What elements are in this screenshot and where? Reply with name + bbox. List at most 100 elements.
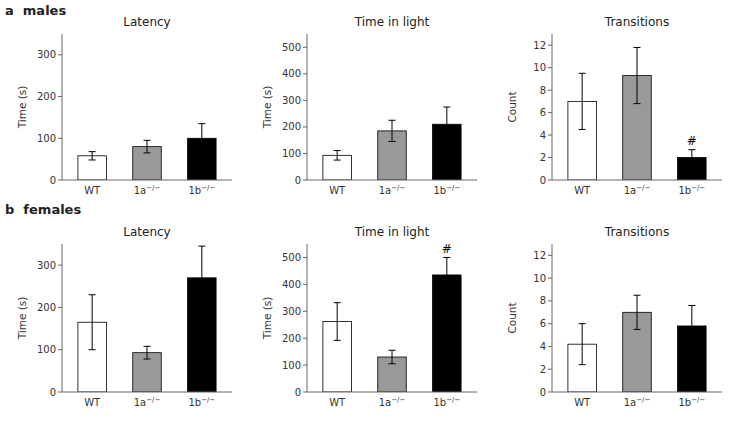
x-axis-line bbox=[62, 180, 232, 181]
bars bbox=[568, 295, 706, 392]
y-tick bbox=[303, 100, 307, 101]
y-tick bbox=[548, 255, 552, 256]
x-tick-label: 1a−/− bbox=[134, 184, 161, 196]
y-tick-label: 6 bbox=[540, 107, 546, 118]
error-cap bbox=[579, 129, 586, 130]
y-tick bbox=[303, 392, 307, 393]
y-tick bbox=[548, 67, 552, 68]
error-stem bbox=[92, 295, 93, 350]
panel-label: b females bbox=[5, 202, 81, 217]
y-tick bbox=[303, 365, 307, 366]
y-axis-label: Time (s) bbox=[261, 297, 273, 341]
y-tick-label: 0 bbox=[295, 175, 301, 186]
x-tick-label: WT bbox=[329, 185, 346, 196]
error-cap bbox=[443, 292, 450, 293]
y-tick bbox=[548, 90, 552, 91]
x-tick-label: 1b−/− bbox=[188, 396, 215, 408]
error-cap bbox=[334, 160, 341, 161]
y-tick-label: 400 bbox=[282, 279, 301, 290]
x-tick-label: WT bbox=[84, 397, 101, 408]
error-bar bbox=[144, 140, 151, 153]
error-bar bbox=[634, 295, 641, 329]
y-tick-label: 10 bbox=[533, 62, 546, 73]
y-tick bbox=[58, 138, 62, 139]
error-cap bbox=[198, 152, 205, 153]
error-bar bbox=[334, 151, 341, 161]
y-tick bbox=[303, 257, 307, 258]
x-tick-label: 1a−/− bbox=[379, 184, 406, 196]
y-tick bbox=[58, 349, 62, 350]
y-tick-label: 0 bbox=[540, 387, 546, 398]
error-bar bbox=[198, 246, 205, 309]
error-cap bbox=[389, 350, 396, 351]
y-tick bbox=[303, 153, 307, 154]
y-axis-label: Time (s) bbox=[261, 86, 273, 130]
y-tick bbox=[58, 96, 62, 97]
panel: Time in lightTime (s)0100200300400500WT1… bbox=[261, 15, 477, 196]
y-tick-label: 100 bbox=[37, 133, 56, 144]
title: Latency bbox=[123, 15, 170, 29]
error-cap bbox=[198, 309, 205, 310]
bars bbox=[78, 124, 216, 180]
y-tick-label: 500 bbox=[282, 252, 301, 263]
error-stem bbox=[392, 350, 393, 363]
error-bar bbox=[579, 324, 586, 365]
error-cap bbox=[334, 302, 341, 303]
error-bar bbox=[688, 305, 695, 346]
x-tick-label: 1b−/− bbox=[433, 184, 460, 196]
error-stem bbox=[637, 47, 638, 103]
y-tick bbox=[548, 278, 552, 279]
title: Latency bbox=[123, 225, 170, 239]
y-tick bbox=[548, 112, 552, 113]
error-stem bbox=[337, 303, 338, 341]
error-stem bbox=[201, 124, 202, 153]
error-bar bbox=[688, 150, 695, 166]
error-bar bbox=[144, 346, 151, 359]
background bbox=[0, 0, 743, 433]
y-tick-label: 200 bbox=[37, 302, 56, 313]
title: Transitions bbox=[604, 225, 669, 239]
y-axis-line bbox=[552, 34, 553, 180]
y-tick bbox=[303, 126, 307, 127]
y-tick bbox=[58, 265, 62, 266]
error-cap bbox=[334, 340, 341, 341]
error-stem bbox=[147, 140, 148, 153]
y-tick-label: 10 bbox=[533, 273, 546, 284]
error-bar bbox=[579, 73, 586, 129]
error-bar bbox=[389, 350, 396, 363]
y-tick bbox=[303, 311, 307, 312]
error-cap bbox=[634, 329, 641, 330]
error-stem bbox=[446, 107, 447, 142]
x-tick-label: 1b−/− bbox=[678, 396, 705, 408]
error-cap bbox=[144, 152, 151, 153]
error-stem bbox=[392, 120, 393, 141]
bar bbox=[433, 275, 462, 392]
error-bar bbox=[389, 120, 396, 141]
y-tick bbox=[548, 392, 552, 393]
error-stem bbox=[691, 305, 692, 346]
error-stem bbox=[691, 150, 692, 166]
y-tick-label: 200 bbox=[282, 121, 301, 132]
error-cap bbox=[198, 246, 205, 247]
y-tick-label: 300 bbox=[37, 49, 56, 60]
error-cap bbox=[634, 295, 641, 296]
figure: a malesb femalesLatencyTime (s)010020030… bbox=[0, 0, 743, 433]
error-cap bbox=[579, 323, 586, 324]
x-tick-label: 1b−/− bbox=[188, 184, 215, 196]
error-bar bbox=[89, 295, 96, 350]
y-axis-line bbox=[307, 244, 308, 392]
y-tick bbox=[548, 300, 552, 301]
error-cap bbox=[579, 73, 586, 74]
x-tick-label: 1a−/− bbox=[624, 184, 651, 196]
title: Time in light bbox=[354, 15, 430, 29]
error-cap bbox=[144, 346, 151, 347]
x-tick-label: WT bbox=[574, 397, 591, 408]
error-stem bbox=[582, 73, 583, 129]
y-tick bbox=[548, 135, 552, 136]
y-tick-label: 200 bbox=[37, 91, 56, 102]
error-cap bbox=[334, 150, 341, 151]
panel: LatencyTime (s)0100200300WT1a−/−1b−/− bbox=[16, 15, 232, 196]
error-stem bbox=[92, 152, 93, 160]
x-axis-line bbox=[552, 392, 722, 393]
y-tick bbox=[548, 369, 552, 370]
